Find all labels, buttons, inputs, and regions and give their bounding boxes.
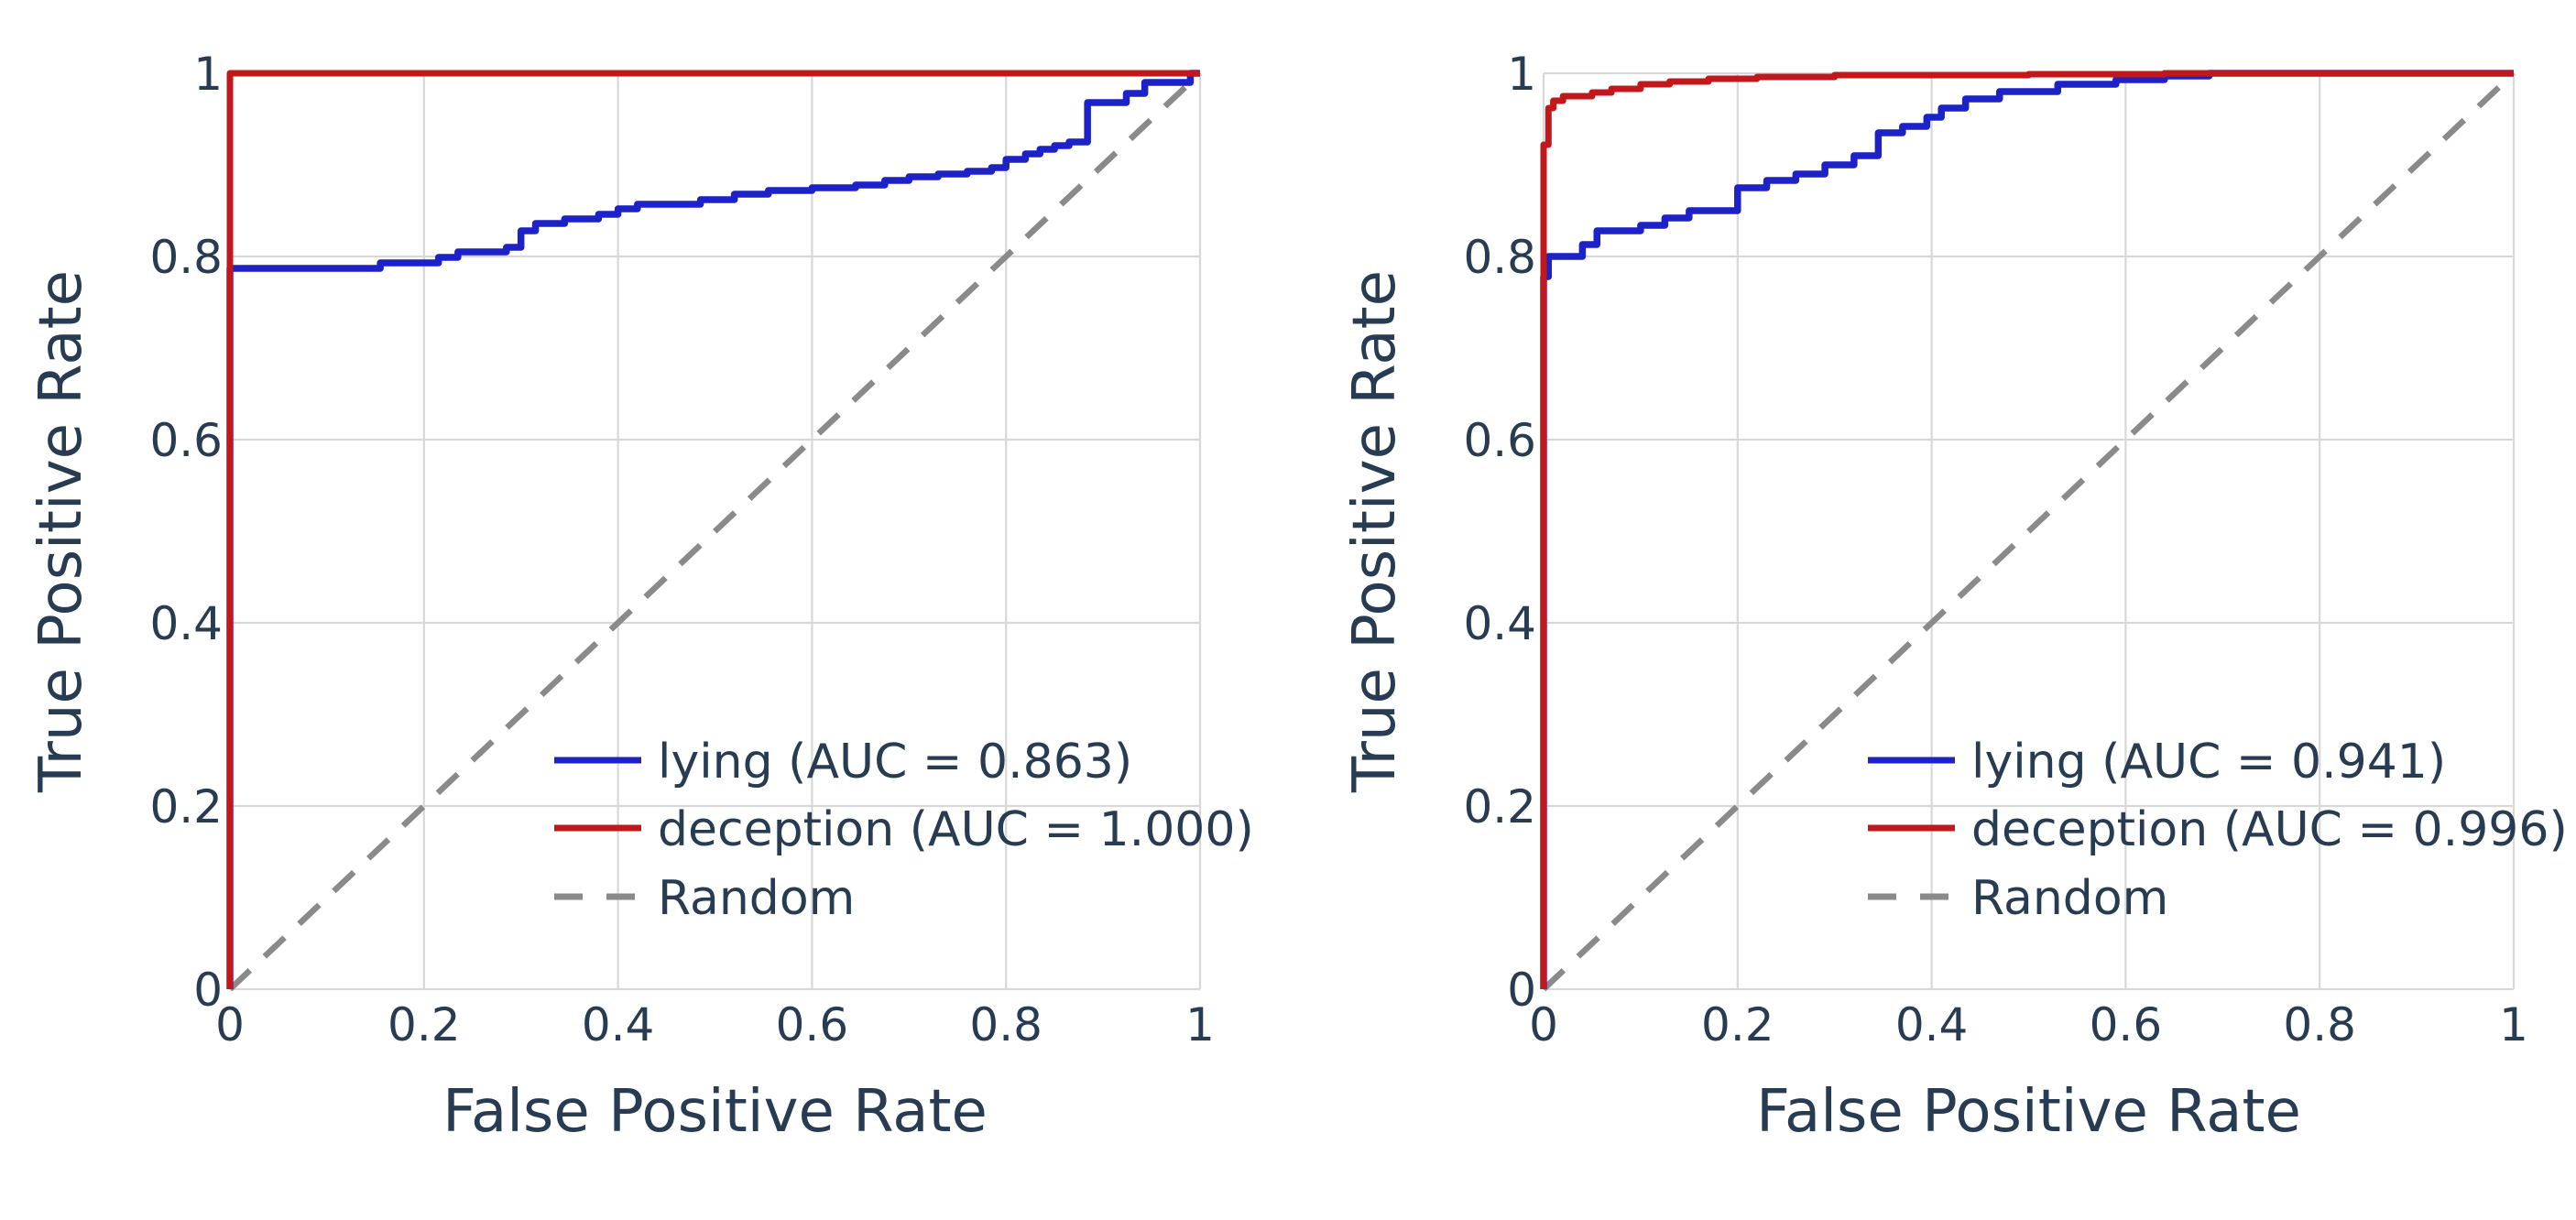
lying-roc-curve	[226, 70, 1200, 989]
y-axis-label: True Positive Rate	[27, 270, 95, 793]
y-tick-label: 0.6	[1463, 414, 1536, 467]
x-tick-label: 0	[1529, 998, 1558, 1051]
legend-label: deception (AUC = 1.000)	[658, 802, 1254, 857]
y-axis-label: True Positive Rate	[1341, 270, 1409, 793]
x-tick-label: 0.2	[387, 998, 461, 1051]
legend-label: deception (AUC = 0.996)	[1971, 802, 2568, 857]
x-tick-label: 0.2	[1701, 998, 1774, 1051]
x-tick-label: 0.6	[776, 998, 849, 1051]
x-axis-label: False Positive Rate	[442, 1078, 988, 1146]
y-tick-label: 0.8	[149, 231, 223, 284]
x-tick-label: 1	[2499, 998, 2528, 1051]
legend: lying (AUC = 0.941) deception (AUC = 0.99…	[1868, 735, 2568, 926]
y-tick-label: 0.2	[149, 780, 223, 833]
y-tick-label: 1	[193, 48, 223, 101]
x-tick-label: 0	[215, 998, 245, 1051]
x-tick-label: 0.4	[1895, 998, 1969, 1051]
x-tick-label: 1	[1185, 998, 1215, 1051]
y-tick-label: 0	[1507, 964, 1536, 1017]
x-axis-label: False Positive Rate	[1756, 1078, 2301, 1146]
random-baseline-curve	[227, 71, 1203, 992]
legend-label: lying (AUC = 0.863)	[658, 735, 1132, 790]
deception-roc-curve	[1540, 70, 2514, 989]
y-tick-label: 0.2	[1463, 780, 1536, 833]
random-baseline-curve	[1541, 71, 2516, 992]
gridlines	[1542, 71, 2516, 991]
y-tick-label: 1	[1507, 48, 1536, 101]
x-tick-label: 0.4	[582, 998, 655, 1051]
y-tick-label: 0.6	[149, 414, 223, 467]
legend-label: lying (AUC = 0.941)	[1971, 735, 2446, 790]
legend-label: Random	[1971, 871, 2168, 926]
x-tick-label: 0.8	[969, 998, 1042, 1051]
y-tick-label: 0.8	[1463, 231, 1536, 284]
roc-panel-right: 0 0.2 0.4 0.6 0.8 1 0 0.2 0.4 0.6 0.8 1 False Positi…	[1341, 48, 2568, 1146]
x-tick-label: 0.8	[2283, 998, 2356, 1051]
legend-label: Random	[658, 871, 855, 926]
y-tick-label: 0.4	[149, 597, 223, 650]
legend: lying (AUC = 0.863) deception (AUC = 1.00…	[554, 735, 1254, 926]
lying-roc-curve	[1540, 70, 2514, 989]
x-tick-label: 0.6	[2090, 998, 2163, 1051]
deception-roc-curve	[226, 70, 1200, 989]
y-tick-label: 0.4	[1463, 597, 1536, 650]
y-tick-label: 0	[193, 964, 223, 1017]
roc-panel-left: 0 0.2 0.4 0.6 0.8 1 0 0.2 0.4 0.6 0.8 1 False Positi…	[27, 48, 1254, 1146]
